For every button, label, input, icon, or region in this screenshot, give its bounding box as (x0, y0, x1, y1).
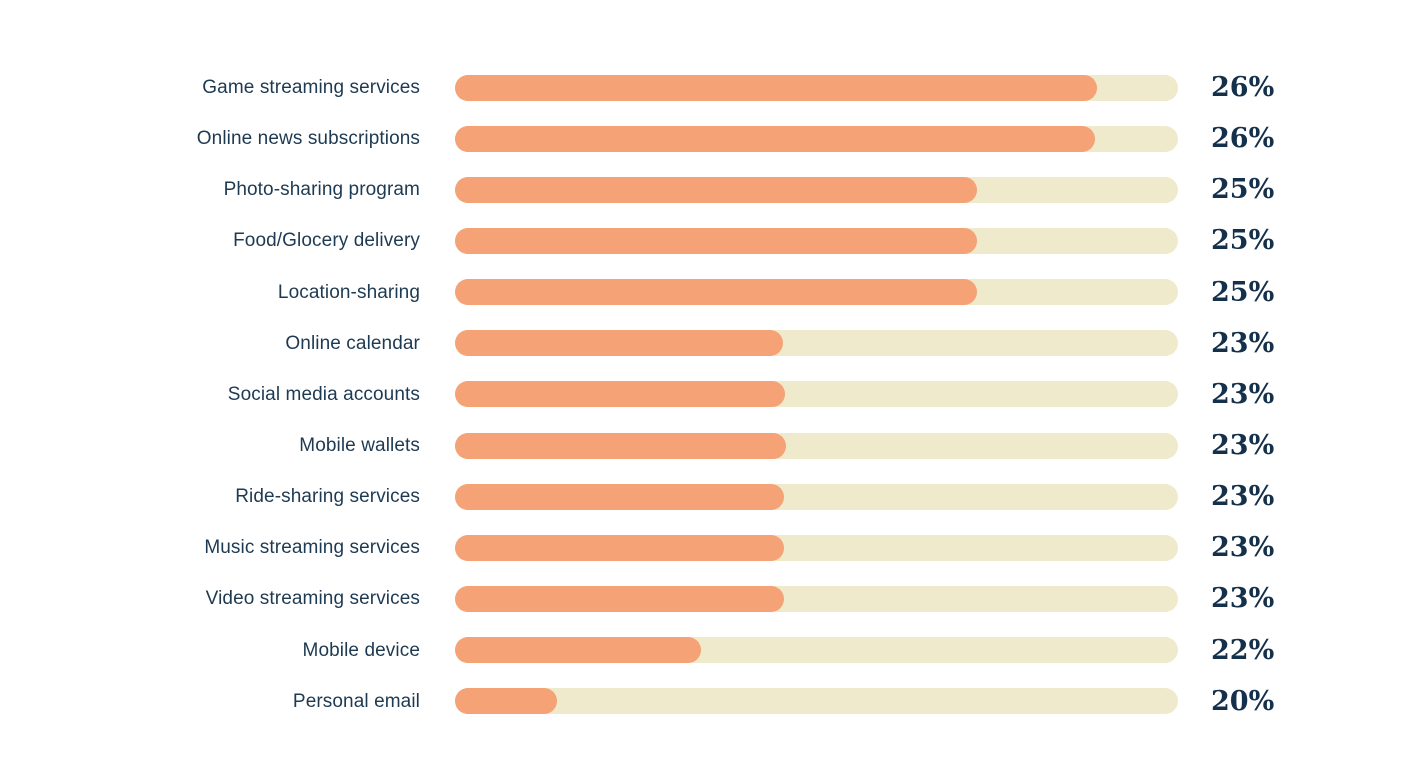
chart-row: Mobile wallets 23% (0, 420, 1404, 471)
chart-row: Social media accounts 23% (0, 369, 1404, 420)
bar-fill (455, 74, 1098, 101)
category-label: Personal email (292, 690, 420, 712)
value-label: 23% (1211, 481, 1275, 513)
bar-fill (455, 534, 784, 561)
bar-fill (455, 688, 557, 715)
bar-fill (455, 483, 784, 510)
category-label: Game streaming services (202, 77, 420, 99)
chart-row: Game streaming services 26% (0, 62, 1404, 113)
bar-fill (455, 637, 701, 664)
bar-chart: Game streaming services 26% Online news … (0, 62, 1404, 727)
bar-track (455, 585, 1178, 612)
category-label: Music streaming services (204, 537, 420, 559)
bar-fill (455, 176, 977, 203)
category-label: Online news subscriptions (196, 128, 420, 150)
category-label: Ride-sharing services (235, 486, 420, 508)
category-label: Food/Glocery delivery (233, 230, 420, 252)
category-label: Mobile device (302, 639, 420, 661)
bar-fill (455, 585, 784, 612)
value-label: 20% (1211, 685, 1275, 717)
category-label: Video streaming services (205, 588, 420, 610)
category-label: Social media accounts (227, 383, 420, 405)
value-label: 25% (1211, 225, 1275, 257)
value-label: 25% (1211, 174, 1275, 206)
chart-row: Online news subscriptions 26% (0, 113, 1404, 164)
bar-track (455, 279, 1178, 306)
chart-row: Video streaming services 23% (0, 573, 1404, 624)
category-label: Location-sharing (277, 281, 420, 303)
chart-row: Mobile device 22% (0, 625, 1404, 676)
bar-fill (455, 330, 784, 357)
bar-track (455, 637, 1178, 664)
value-label: 23% (1211, 583, 1275, 615)
bar-track (455, 125, 1178, 152)
bar-fill (455, 125, 1095, 152)
bar-fill (455, 227, 977, 254)
bar-track (455, 227, 1178, 254)
bar-track (455, 688, 1178, 715)
value-label: 23% (1211, 532, 1275, 564)
value-label: 23% (1211, 327, 1275, 359)
bar-track (455, 330, 1178, 357)
chart-row: Location-sharing 25% (0, 267, 1404, 318)
bar-fill (455, 279, 977, 306)
chart-row: Music streaming services 23% (0, 522, 1404, 573)
chart-row: Ride-sharing services 23% (0, 471, 1404, 522)
bar-track (455, 432, 1178, 459)
category-label: Photo-sharing program (223, 179, 420, 201)
chart-row: Online calendar 23% (0, 318, 1404, 369)
bar-track (455, 534, 1178, 561)
bar-track (455, 176, 1178, 203)
value-label: 23% (1211, 430, 1275, 462)
bar-track (455, 483, 1178, 510)
chart-row: Photo-sharing program 25% (0, 164, 1404, 215)
value-label: 25% (1211, 276, 1275, 308)
chart-row: Food/Glocery delivery 25% (0, 215, 1404, 266)
bar-fill (455, 381, 785, 408)
chart-row: Personal email 20% (0, 676, 1404, 727)
value-label: 26% (1211, 72, 1275, 104)
bar-fill (455, 432, 787, 459)
bar-track (455, 74, 1178, 101)
value-label: 26% (1211, 123, 1275, 155)
bar-track (455, 381, 1178, 408)
value-label: 22% (1211, 634, 1275, 666)
category-label: Mobile wallets (299, 435, 420, 457)
category-label: Online calendar (285, 332, 420, 354)
value-label: 23% (1211, 378, 1275, 410)
